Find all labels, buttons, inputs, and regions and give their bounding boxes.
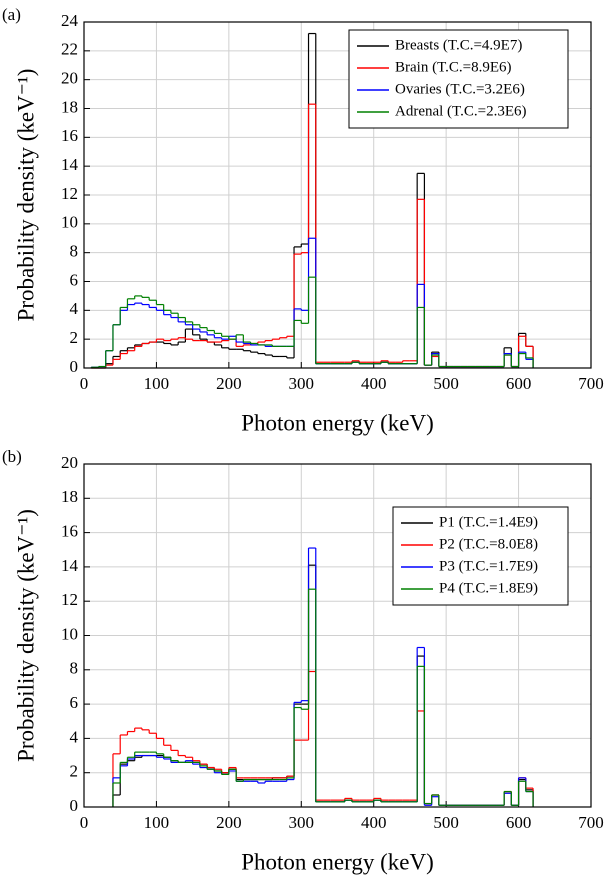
y-tick-label: 4 bbox=[70, 727, 79, 746]
y-tick-label: 18 bbox=[61, 97, 78, 116]
y-tick-label: 12 bbox=[61, 590, 78, 609]
x-tick-label: 300 bbox=[289, 374, 315, 393]
x-tick-label: 500 bbox=[433, 374, 459, 393]
y-tick-label: 8 bbox=[70, 659, 79, 678]
y-tick-label: 2 bbox=[70, 762, 79, 781]
x-axis-title: Photon energy (keV) bbox=[241, 849, 433, 874]
y-tick-label: 14 bbox=[61, 556, 79, 575]
y-tick-label: 4 bbox=[70, 299, 79, 318]
x-tick-label: 100 bbox=[144, 374, 170, 393]
x-tick-label: 300 bbox=[289, 813, 315, 832]
legend-label: Adrenal (T.C.=2.3E6) bbox=[395, 103, 526, 119]
y-tick-label: 0 bbox=[70, 796, 79, 815]
legend-label: P3 (T.C.=1.7E9) bbox=[439, 558, 538, 574]
y-tick-label: 16 bbox=[61, 126, 78, 145]
x-tick-label: 200 bbox=[216, 813, 242, 832]
x-tick-label: 0 bbox=[80, 374, 89, 393]
panel-label: (a) bbox=[2, 5, 21, 24]
y-tick-label: 6 bbox=[70, 693, 79, 712]
y-tick-label: 6 bbox=[70, 270, 79, 289]
x-tick-label: 600 bbox=[506, 374, 532, 393]
x-tick-label: 600 bbox=[506, 813, 532, 832]
x-tick-label: 100 bbox=[144, 813, 170, 832]
y-tick-label: 20 bbox=[61, 453, 78, 472]
y-tick-label: 12 bbox=[61, 184, 78, 203]
legend-label: P1 (T.C.=1.4E9) bbox=[439, 514, 538, 530]
x-tick-label: 400 bbox=[361, 813, 387, 832]
x-tick-label: 400 bbox=[361, 374, 387, 393]
y-axis-title: Probability density (keV⁻¹) bbox=[13, 509, 38, 762]
x-tick-label: 500 bbox=[433, 813, 459, 832]
y-tick-label: 16 bbox=[61, 522, 78, 541]
legend-label: Brain (T.C.=8.9E6) bbox=[395, 59, 512, 75]
legend-label: P4 (T.C.=1.8E9) bbox=[439, 580, 538, 596]
x-tick-label: 200 bbox=[216, 374, 242, 393]
y-tick-label: 8 bbox=[70, 242, 79, 261]
panel-label: (b) bbox=[2, 447, 22, 466]
x-tick-label: 0 bbox=[80, 813, 89, 832]
y-tick-label: 18 bbox=[61, 487, 78, 506]
y-tick-label: 10 bbox=[61, 213, 78, 232]
legend-label: Breasts (T.C.=4.9E7) bbox=[395, 37, 522, 53]
y-tick-label: 10 bbox=[61, 624, 78, 643]
legend-label: P2 (T.C.=8.0E8) bbox=[439, 536, 538, 552]
x-tick-label: 700 bbox=[578, 374, 604, 393]
y-tick-label: 0 bbox=[70, 357, 79, 376]
x-axis-title: Photon energy (keV) bbox=[241, 410, 433, 435]
y-tick-label: 22 bbox=[61, 40, 78, 59]
plot-frame bbox=[83, 463, 592, 808]
legend-label: Ovaries (T.C.=3.2E6) bbox=[395, 81, 525, 97]
y-tick-label: 20 bbox=[61, 69, 78, 88]
plot-frame bbox=[83, 21, 592, 369]
y-tick-label: 24 bbox=[61, 11, 79, 30]
y-axis-title: Probability density (keV⁻¹) bbox=[13, 69, 38, 322]
x-tick-label: 700 bbox=[578, 813, 604, 832]
y-tick-label: 14 bbox=[61, 155, 79, 174]
y-tick-label: 2 bbox=[70, 328, 79, 347]
